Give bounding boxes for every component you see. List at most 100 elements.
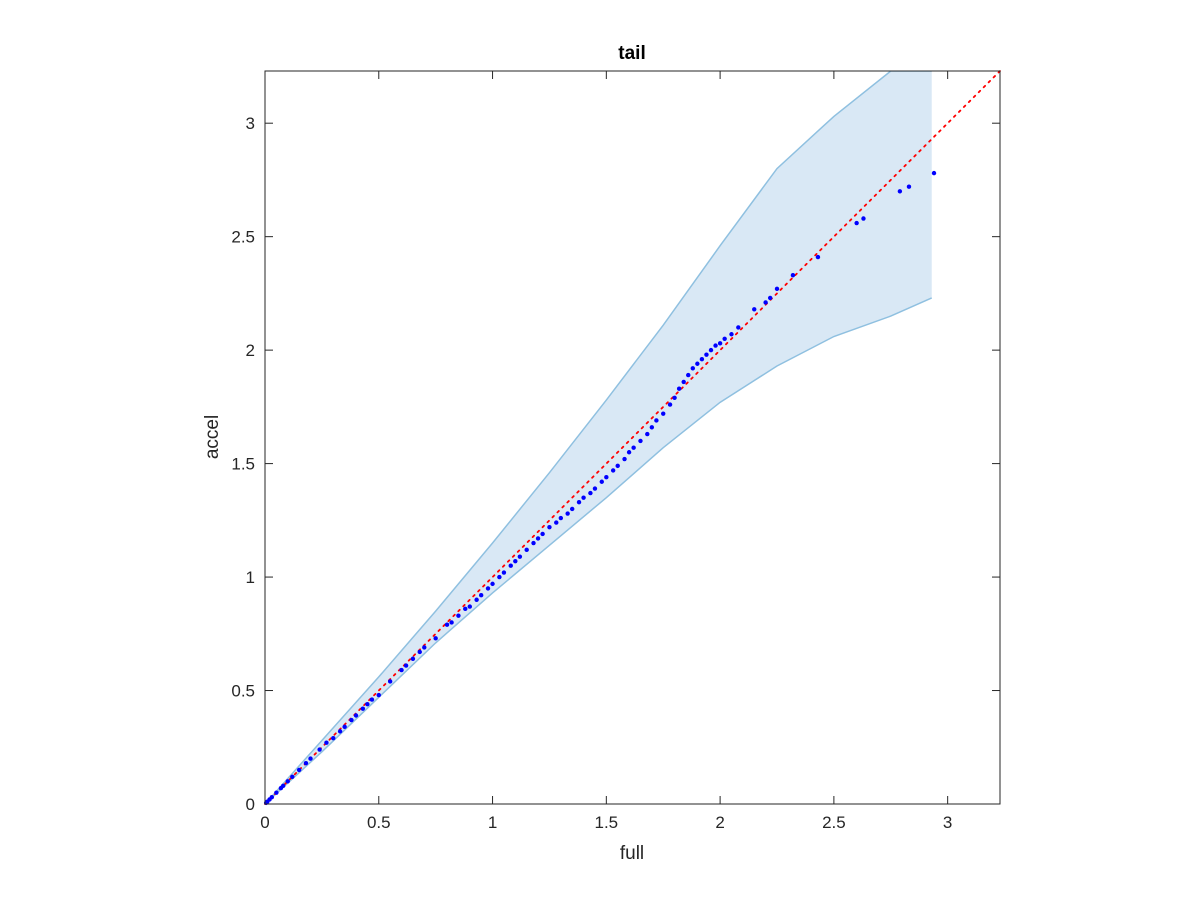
x-tick-label: 0 [260, 813, 269, 832]
data-point [676, 386, 682, 391]
data-point [376, 692, 381, 698]
axes-box [264, 70, 1001, 805]
data-point [399, 667, 404, 673]
data-point [729, 332, 734, 337]
data-point [308, 756, 313, 761]
x-tick-label: 1 [488, 813, 497, 832]
data-point [681, 379, 686, 385]
data-point [767, 295, 773, 301]
data-point [554, 520, 559, 525]
data-point [540, 531, 545, 537]
x-tick-label: 0.5 [367, 813, 391, 832]
data-point [610, 468, 616, 473]
data-point [649, 425, 655, 430]
data-point [517, 554, 523, 559]
data-point [604, 475, 609, 480]
data-point [861, 216, 866, 221]
data-point [303, 760, 309, 766]
reference-line [264, 70, 1001, 805]
x-tick-label: 2.5 [822, 813, 846, 832]
data-point [349, 717, 354, 723]
data-point [531, 540, 536, 546]
data-point [581, 495, 586, 500]
data-point [463, 606, 468, 612]
data-point [790, 273, 796, 278]
x-tick-label: 1.5 [595, 813, 619, 832]
data-point [342, 724, 347, 730]
data-point [699, 357, 705, 362]
data-point [274, 790, 279, 795]
data-point [290, 774, 295, 779]
confidence-band-lower-edge [265, 297, 933, 804]
data-point [592, 486, 598, 491]
y-tick-label: 2 [246, 341, 255, 360]
data-point [588, 490, 593, 496]
data-point [897, 189, 903, 194]
data-point [704, 352, 709, 357]
data-point [433, 636, 438, 641]
y-tick-label: 3 [246, 114, 255, 133]
data-point [686, 372, 691, 378]
data-point [569, 506, 575, 512]
data-point [695, 361, 700, 366]
data-point [337, 729, 343, 734]
data-point [410, 656, 416, 661]
data-point [713, 343, 718, 348]
data-point [387, 679, 393, 684]
y-tick-label: 1 [246, 568, 255, 587]
data-point [353, 713, 359, 718]
data-point [456, 613, 461, 618]
y-tick-label: 2.5 [231, 228, 255, 247]
data-point [722, 336, 727, 341]
data-point [524, 547, 529, 553]
chart-title: tail [618, 43, 645, 64]
data-point [331, 735, 336, 741]
data-point [403, 663, 409, 668]
data-point [485, 586, 491, 591]
data-point [667, 402, 673, 407]
data-point [565, 511, 570, 516]
x-axis-label: full [620, 843, 644, 864]
data-point [360, 706, 366, 711]
data-point [638, 438, 643, 444]
data-point [497, 574, 502, 580]
data-point [654, 418, 659, 423]
data-point [661, 411, 666, 416]
data-point [645, 431, 650, 437]
data-point [631, 445, 636, 450]
data-point [365, 701, 370, 707]
y-tick-label: 0.5 [231, 682, 255, 701]
data-point [508, 563, 513, 568]
data-point [599, 479, 604, 484]
y-axis-label: accel [202, 415, 223, 459]
data-point [752, 307, 757, 312]
data-point [763, 300, 768, 305]
data-point [854, 220, 859, 226]
axis-ticks: 0 0.5 1 1.5 2 2.5 3 0 0.5 1 1.5 2 2.5 3 [231, 71, 1000, 832]
data-point [906, 184, 912, 189]
y-tick-label: 0 [246, 795, 255, 814]
data-point [815, 254, 821, 260]
data-point [324, 740, 329, 745]
data-point [444, 622, 450, 627]
confidence-band [265, 71, 933, 804]
data-point [422, 645, 427, 650]
data-point [478, 593, 484, 598]
confidence-band-fill [265, 71, 932, 804]
confidence-band-upper-edge [265, 71, 932, 804]
data-point [547, 524, 552, 530]
data-point [736, 325, 741, 330]
data-point [690, 366, 696, 371]
data-point [296, 767, 302, 773]
data-point [449, 620, 454, 625]
data-point [474, 597, 479, 602]
data-point [285, 779, 290, 784]
data-point [269, 794, 275, 800]
data-point [369, 697, 375, 702]
data-point [717, 341, 723, 346]
data-point [626, 450, 632, 455]
data-point [501, 570, 507, 575]
data-point [576, 499, 582, 505]
data-point [774, 286, 780, 292]
